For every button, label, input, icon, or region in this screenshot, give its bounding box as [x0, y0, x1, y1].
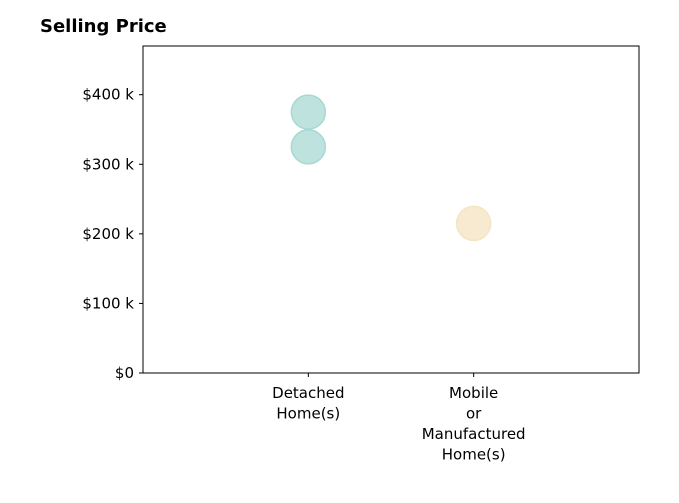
- x-tick-label-line: Home(s): [442, 446, 506, 464]
- y-tick-label: $0: [115, 364, 134, 382]
- chart-title: Selling Price: [40, 16, 167, 37]
- x-axis: Detached Home(s) Mobile or Manufactured Home(…: [272, 373, 526, 464]
- x-tick-label-line: Detached: [272, 384, 344, 402]
- data-point: [455, 205, 492, 242]
- y-tick-label: $100 k: [82, 294, 134, 312]
- data-point: [290, 129, 327, 165]
- y-tick-label: $400 k: [82, 86, 134, 104]
- x-tick-label-line: or: [466, 405, 482, 423]
- data-points: [290, 94, 492, 242]
- x-tick-label-line: Mobile: [449, 384, 498, 402]
- y-tick-label: $300 k: [82, 155, 134, 173]
- x-tick-label: Mobile or Manufactured Home(s): [422, 384, 526, 464]
- y-tick-label: $200 k: [82, 225, 134, 243]
- x-tick-label-line: Manufactured: [422, 425, 526, 443]
- x-tick-label-line: Home(s): [276, 405, 340, 423]
- y-axis: $0 $100 k $200 k $300 k $400 k: [82, 86, 143, 382]
- x-tick-label: Detached Home(s): [272, 384, 344, 423]
- plot-area-frame: [142, 45, 640, 374]
- data-point: [290, 94, 327, 130]
